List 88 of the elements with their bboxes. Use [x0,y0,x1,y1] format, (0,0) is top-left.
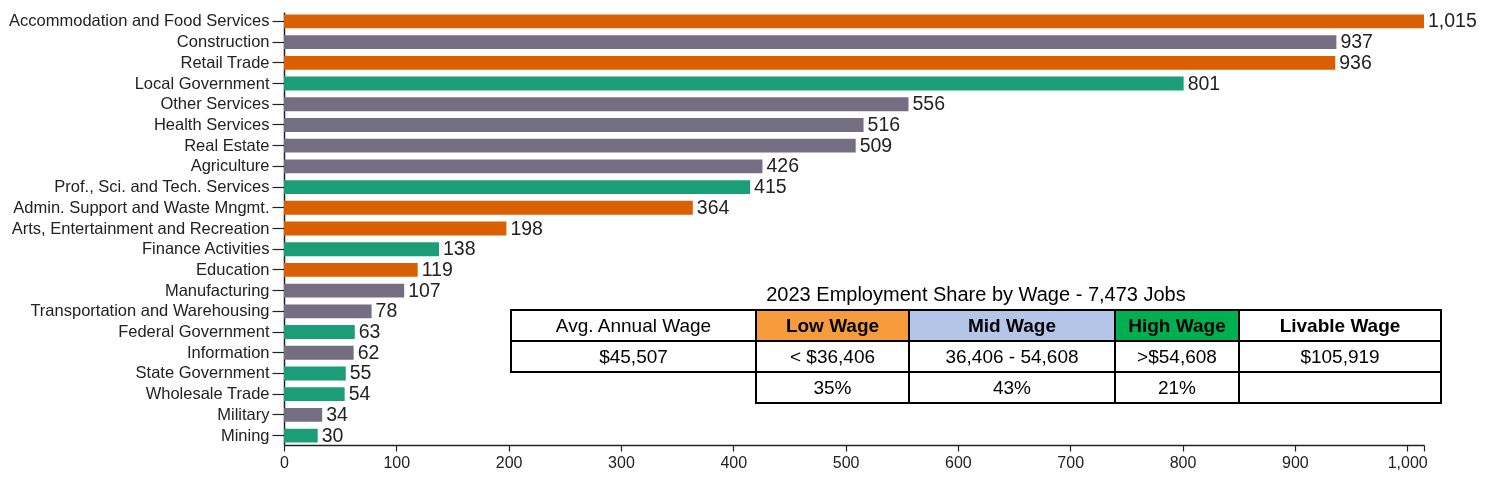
y-tick-label: Agriculture [190,156,270,175]
data-label: 556 [912,92,946,115]
data-label: 198 [510,216,543,239]
annotation: 35% [813,376,852,398]
annotation: 21% [1157,376,1197,398]
data-label: 138 [443,237,476,260]
data-label: 937 [1340,30,1373,53]
y-tick-label: Federal Government [118,322,270,341]
data-label: 119 [421,257,453,280]
bar [284,242,439,257]
annotation: >$54,608 [1137,345,1217,367]
data-label: 107 [408,278,441,301]
data-label: 63 [358,320,381,343]
bar [284,76,1184,91]
y-tick-label: Admin. Support and Waste Mngmt. [13,197,270,216]
bar [284,97,909,112]
data-label: 509 [859,133,893,156]
y-tick-label: Finance Activities [142,239,270,258]
bar [284,55,1336,70]
y-tick-label: Manufacturing [164,280,270,299]
data-label: 55 [349,361,372,384]
y-tick-label: Other Services [160,94,270,113]
y-tick-label: Accommodation and Food Services [9,11,270,30]
bar [284,14,1424,29]
x-tick-label: 500 [832,453,860,471]
bar [284,387,345,402]
bar [284,283,405,298]
y-tick-label: Information [186,342,270,361]
data-label: 62 [357,340,380,363]
y-tick-label: Retail Trade [180,52,270,71]
bar [284,325,355,339]
data-label: 516 [867,112,901,135]
x-tick-label: 700 [1057,453,1085,471]
y-tick-label: Health Services [153,114,270,133]
annotation: 43% [992,376,1032,398]
x-tick-label: 200 [495,453,523,471]
data-label: 34 [326,402,349,425]
annotation: 36,406 - 54,608 [945,345,1079,367]
bar [284,428,318,443]
annotation: Avg. Annual Wage [555,314,712,336]
data-label: 426 [766,154,800,177]
bar [284,35,1337,50]
data-label: 1,015 [1428,9,1477,32]
bar [284,345,354,360]
bar [284,118,864,132]
y-tick-label: Education [196,259,270,278]
y-tick-label: Real Estate [184,135,270,154]
annotation: < $36,406 [789,345,876,367]
bar [284,366,346,381]
annotation: $105,919 [1300,345,1380,367]
x-tick-label: 600 [945,453,972,471]
x-tick-label: 0 [280,453,290,471]
data-label: 415 [754,175,787,198]
annotation: Livable Wage [1279,314,1401,336]
y-tick-label: Prof., Sci. and Tech. Services [54,177,270,196]
annotation: $45,507 [599,345,668,367]
x-tick-label: 400 [720,453,748,471]
bar [284,159,763,174]
bar [284,304,372,319]
bar [284,221,507,236]
annotation: Low Wage [785,314,880,336]
data-label: 54 [348,382,371,405]
text: 2023 Employment Share by Wage - 7,473 Jobs [765,282,1187,307]
x-tick-label: 800 [1169,453,1197,471]
data-label: 78 [375,299,398,322]
data-label: 936 [1339,50,1372,73]
annotation: Mid Wage [968,314,1056,336]
x-tick-label: 1,000 [1387,453,1428,471]
bar [284,407,323,422]
y-tick-label: Military [217,404,271,423]
y-tick-label: State Government [135,363,270,382]
x-tick-label: 100 [383,453,411,471]
bar [284,138,856,153]
annotation: High Wage [1128,314,1226,336]
y-tick-label: Transportation and Warehousing [30,301,270,320]
bar [284,200,693,215]
data-label: 30 [321,423,344,446]
y-tick-label: Mining [220,425,270,444]
y-tick-label: Wholesale Trade [145,384,270,403]
bar [284,262,418,277]
y-tick-label: Construction [176,32,270,51]
data-label: 364 [696,195,730,218]
x-tick-label: 900 [1281,453,1309,471]
data-label: 801 [1187,71,1221,94]
x-tick-label: 300 [608,453,635,471]
bar [284,180,751,195]
y-tick-label: Arts, Entertainment and Recreation [11,218,270,237]
y-tick-label: Local Government [134,73,270,92]
